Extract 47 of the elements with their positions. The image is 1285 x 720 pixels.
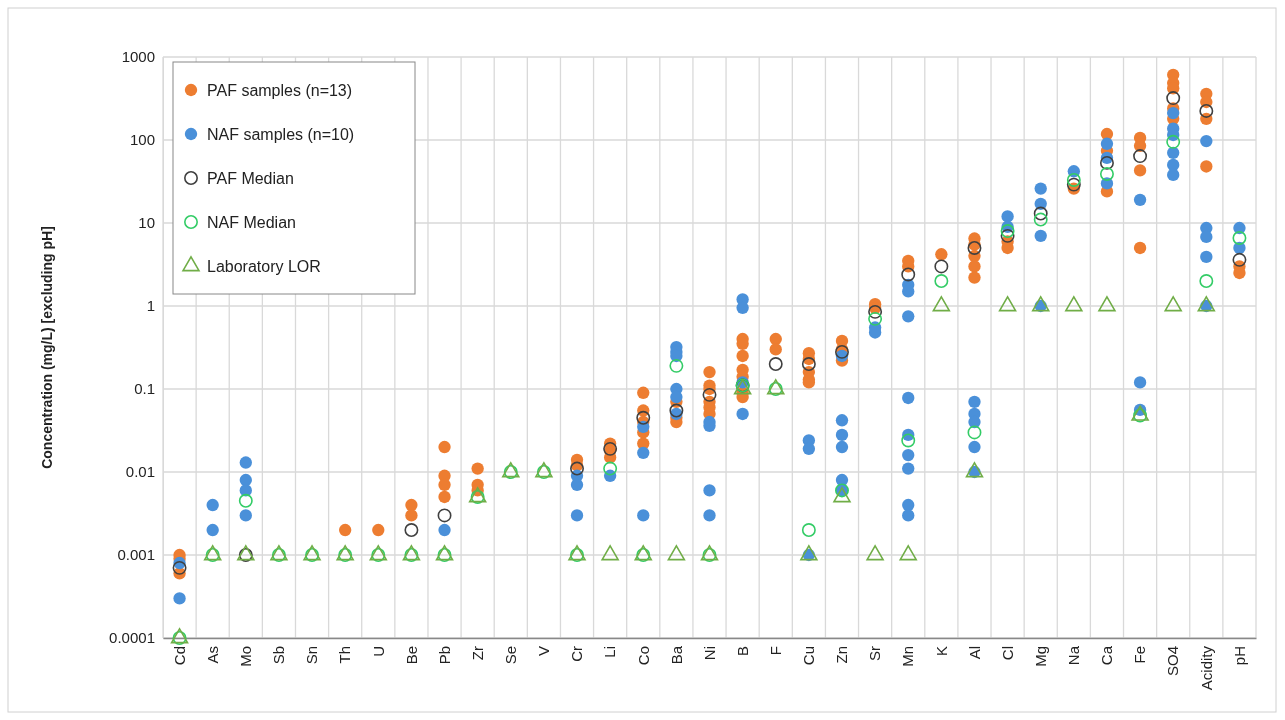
y-tick-label: 10 [138, 214, 155, 232]
x-tick-label: B [733, 646, 751, 657]
x-tick-label: Cl [998, 646, 1016, 661]
x-tick-label: Mg [1031, 646, 1049, 667]
y-tick-label: 1000 [121, 48, 155, 66]
legend-label: NAF Median [207, 213, 296, 231]
legend-label: Laboratory LOR [207, 257, 321, 275]
x-tick-label: Al [965, 646, 983, 660]
x-tick-label: Co [634, 646, 652, 666]
x-tick-label: Sn [303, 646, 321, 665]
x-tick-label: F [766, 646, 784, 656]
x-tick-label: Se [502, 646, 520, 665]
x-tick-label: Be [402, 646, 420, 665]
x-tick-label: Sb [270, 646, 288, 665]
y-tick-label: 0.1 [134, 380, 155, 398]
x-tick-label: U [369, 646, 387, 657]
x-tick-label: Th [336, 646, 354, 664]
y-tick-label: 0.001 [117, 546, 155, 564]
x-tick-label: Mn [899, 646, 917, 667]
x-tick-label: Ca [1098, 645, 1116, 666]
x-tick-label: Mo [237, 646, 255, 667]
x-tick-label: Zr [468, 646, 486, 661]
y-tick-label: 100 [129, 131, 155, 149]
legend-label: PAF samples (n=13) [207, 81, 353, 99]
x-tick-label: K [932, 646, 950, 657]
x-tick-label: Ni [700, 646, 718, 661]
x-tick-label: pH [1230, 646, 1248, 666]
x-tick-label: Ba [667, 645, 685, 665]
y-tick-label: 0.01 [125, 463, 155, 481]
x-tick-label: Li [601, 646, 619, 658]
x-tick-label: Na [1065, 645, 1083, 666]
x-tick-label: Zn [833, 646, 851, 664]
x-tick-label: Cd [170, 646, 188, 666]
x-tick-label: Pb [435, 646, 453, 665]
legend-label: PAF Median [207, 169, 294, 187]
x-tick-label: V [535, 646, 553, 657]
x-tick-label: Fe [1131, 646, 1149, 664]
x-tick-label: Acidity [1197, 645, 1215, 691]
x-tick-label: Cu [800, 646, 818, 666]
y-tick-label: 1 [146, 297, 155, 315]
y-tick-label: 0.0001 [109, 629, 155, 647]
legend-label: NAF samples (n=10) [207, 125, 355, 143]
x-tick-label: SO4 [1164, 646, 1182, 677]
y-axis-title: Concentration (mg/L) [excluding pH] [39, 226, 55, 469]
x-tick-label: Sr [866, 646, 884, 661]
x-tick-label: As [203, 646, 221, 664]
x-tick-label: Cr [568, 646, 586, 662]
